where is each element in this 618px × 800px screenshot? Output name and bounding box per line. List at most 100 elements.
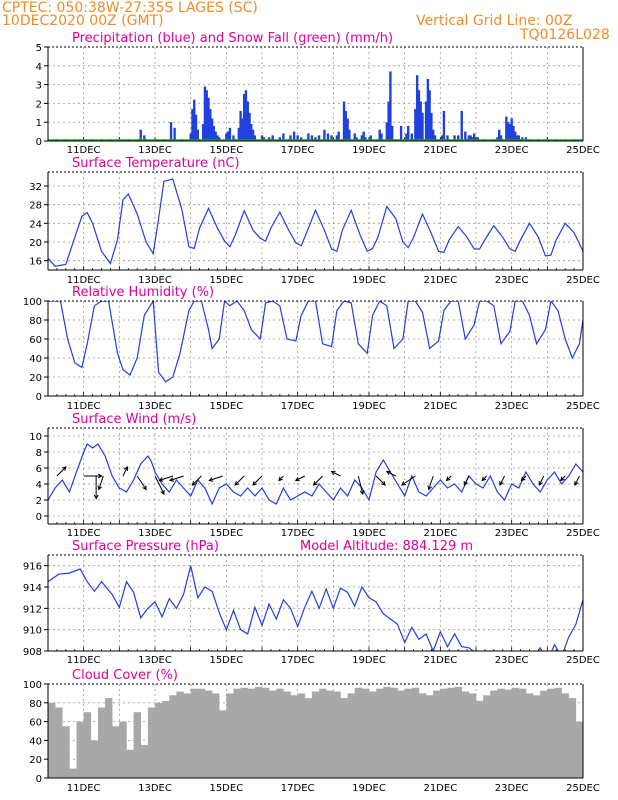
precip-bar bbox=[143, 135, 146, 141]
wind-ytick-label: 8 bbox=[36, 448, 42, 459]
precip-bar bbox=[292, 131, 296, 141]
cloud-bar bbox=[83, 712, 92, 778]
temp-ytick-label: 20 bbox=[29, 238, 42, 249]
precip-bar bbox=[353, 133, 356, 141]
wind-arrow bbox=[331, 471, 341, 477]
cloud-xtick-label: 13DEC bbox=[138, 783, 172, 794]
precip-bar bbox=[467, 135, 471, 141]
temp-panel: Surface Temperature (nC) 16 20 24 28 32 11DEC 1… bbox=[29, 156, 600, 286]
rh-ytick-label: 0 bbox=[36, 392, 42, 403]
cloud-bar bbox=[55, 707, 63, 778]
cloud-xtick-label: 21DEC bbox=[423, 783, 457, 794]
precip-bar bbox=[426, 78, 430, 141]
wind-ytick-label: 4 bbox=[36, 480, 42, 491]
precip-bar bbox=[364, 137, 367, 141]
press-xtick-label: 19DEC bbox=[352, 655, 386, 666]
cloud-bar bbox=[361, 688, 370, 778]
precip-bar bbox=[505, 116, 508, 141]
precip-bar bbox=[207, 97, 210, 141]
cloud-bar bbox=[533, 695, 541, 778]
wind-arrow-head bbox=[168, 477, 175, 482]
precip-bar bbox=[415, 75, 419, 141]
wind-arrow-head bbox=[499, 480, 504, 486]
cloud-bar bbox=[319, 688, 327, 778]
wind-arrow bbox=[252, 475, 263, 486]
wind-xtick-label: 19DEC bbox=[352, 528, 386, 539]
precip-bar bbox=[173, 127, 176, 141]
cloud-bar bbox=[426, 695, 434, 778]
cloud-bar bbox=[540, 690, 548, 778]
precip-bar bbox=[314, 137, 317, 141]
wind-xtick-label: 23DEC bbox=[495, 528, 529, 539]
cloud-bar bbox=[468, 693, 477, 778]
precip-bar bbox=[405, 133, 408, 141]
temp-xtick-label: 25DEC bbox=[566, 275, 600, 286]
cloud-bar bbox=[297, 693, 306, 778]
precip-bar bbox=[471, 137, 474, 141]
cloud-panel: Cloud Cover (%) 0 20 40 60 80 100 11DEC 13DEC 15D… bbox=[23, 668, 600, 794]
cloud-bar bbox=[155, 702, 163, 778]
precip-bar bbox=[289, 135, 292, 141]
wind-arrow bbox=[499, 475, 505, 486]
precip-bar bbox=[232, 135, 235, 141]
precip-bar bbox=[464, 131, 467, 141]
cloud-bar bbox=[147, 707, 156, 778]
temp-ytick-label: 24 bbox=[29, 219, 42, 230]
wind-arrow bbox=[159, 475, 173, 481]
rh-data bbox=[48, 301, 583, 383]
wind-arrow-head bbox=[381, 481, 386, 486]
wind-arrow bbox=[428, 475, 434, 490]
temp-xtick-label: 11DEC bbox=[67, 275, 101, 286]
cloud-bar bbox=[48, 702, 56, 778]
precip-bar bbox=[225, 133, 228, 141]
precip-bar bbox=[496, 137, 499, 141]
cloud-bar bbox=[176, 691, 184, 778]
precip-bar bbox=[169, 122, 173, 141]
cloud-bar bbox=[525, 693, 534, 778]
precip-xtick-label: 23DEC bbox=[495, 145, 529, 156]
precip-bar bbox=[191, 109, 194, 141]
precip-xtick-label: 21DEC bbox=[423, 145, 457, 156]
wind-arrow-head bbox=[93, 494, 99, 500]
cloud-bar bbox=[333, 691, 341, 778]
precip-bar bbox=[385, 122, 389, 141]
precip-bar bbox=[139, 129, 142, 141]
precip-xtick-label: 25DEC bbox=[566, 145, 600, 156]
press-ytick-label: 908 bbox=[23, 647, 42, 658]
precip-bar bbox=[250, 124, 253, 141]
wind-xtick-label: 15DEC bbox=[209, 528, 243, 539]
precip-bar bbox=[296, 135, 299, 141]
precip-bar bbox=[241, 118, 244, 141]
cloud-bar bbox=[447, 687, 455, 778]
wind-xtick-label: 13DEC bbox=[138, 528, 172, 539]
precip-bar bbox=[433, 135, 437, 141]
cloud-xtick-label: 17DEC bbox=[281, 783, 315, 794]
cloud-bar bbox=[326, 690, 334, 778]
wind-arrow bbox=[234, 475, 245, 486]
wind-arrow bbox=[463, 475, 470, 486]
precip-bar bbox=[246, 101, 249, 141]
precip-bar bbox=[271, 135, 274, 141]
cloud-bar bbox=[197, 688, 206, 778]
precip-bar bbox=[355, 137, 358, 141]
precip-bar bbox=[193, 99, 196, 141]
precip-bar bbox=[203, 86, 207, 141]
rh-xtick-label: 21DEC bbox=[423, 401, 457, 412]
rh-xtick-label: 23DEC bbox=[495, 401, 529, 412]
wind-xtick-label: 17DEC bbox=[281, 528, 315, 539]
precip-bar bbox=[410, 133, 413, 141]
cloud-bar bbox=[347, 693, 356, 778]
precip-bar bbox=[521, 137, 524, 141]
press-xtick-label: 15DEC bbox=[209, 655, 243, 666]
wind-arrow bbox=[521, 475, 527, 481]
precip-bar bbox=[432, 129, 435, 141]
temp-data bbox=[48, 178, 583, 267]
cloud-bar bbox=[483, 695, 491, 778]
precip-bar bbox=[267, 137, 271, 141]
precip-bar bbox=[497, 129, 501, 141]
precip-bar bbox=[508, 124, 512, 141]
cloud-bar bbox=[276, 688, 284, 778]
precip-bar bbox=[216, 135, 219, 141]
cloud-bar bbox=[290, 695, 298, 778]
cloud-bar bbox=[247, 688, 256, 778]
